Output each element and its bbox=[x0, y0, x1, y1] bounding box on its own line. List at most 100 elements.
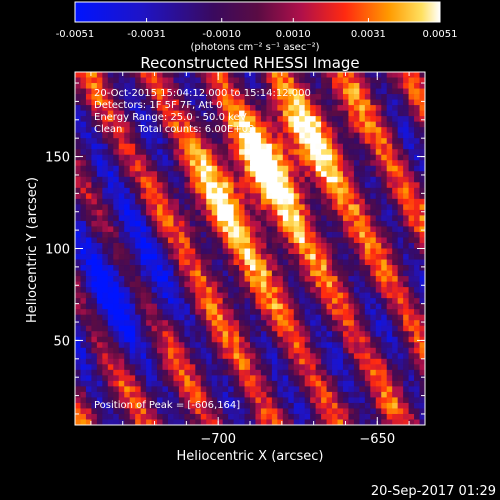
heatmap-cell bbox=[102, 204, 109, 211]
heatmap-cell bbox=[255, 226, 262, 233]
heatmap-cell bbox=[282, 193, 289, 200]
heatmap-cell bbox=[392, 397, 399, 404]
heatmap-cell bbox=[332, 259, 338, 266]
heatmap-cell bbox=[381, 226, 388, 233]
heatmap-cell bbox=[135, 303, 142, 310]
heatmap-cell bbox=[315, 254, 322, 260]
heatmap-cell bbox=[85, 165, 92, 172]
heatmap-cell bbox=[255, 187, 262, 194]
heatmap-cell bbox=[200, 320, 207, 327]
heatmap-cell bbox=[228, 160, 234, 167]
heatmap-cell bbox=[364, 77, 371, 84]
heatmap-cell bbox=[364, 402, 371, 409]
heatmap-cell bbox=[310, 204, 317, 211]
heatmap-cell bbox=[239, 314, 245, 321]
heatmap-cell bbox=[200, 198, 207, 205]
heatmap-cell bbox=[233, 298, 240, 305]
heatmap-cell bbox=[162, 105, 169, 112]
heatmap-cell bbox=[342, 149, 349, 156]
heatmap-cell bbox=[140, 347, 147, 354]
heatmap-cell bbox=[200, 88, 207, 95]
heatmap-cell bbox=[392, 419, 399, 425]
heatmap-cell bbox=[408, 121, 415, 128]
heatmap-cell bbox=[118, 391, 125, 398]
heatmap-cell bbox=[85, 353, 92, 360]
heatmap-cell bbox=[113, 154, 120, 161]
heatmap-cell bbox=[75, 204, 81, 211]
heatmap-cell bbox=[260, 187, 267, 194]
heatmap-cell bbox=[414, 110, 420, 117]
heatmap-cell bbox=[359, 176, 366, 183]
heatmap-cell bbox=[195, 259, 202, 266]
heatmap-cell bbox=[195, 187, 202, 194]
heatmap-cell bbox=[282, 298, 289, 305]
heatmap-cell bbox=[244, 380, 251, 387]
heatmap-cell bbox=[408, 171, 415, 178]
heatmap-cell bbox=[233, 242, 240, 249]
heatmap-cell bbox=[381, 99, 388, 106]
heatmap-cell bbox=[102, 369, 109, 376]
heatmap-cell bbox=[321, 270, 327, 277]
heatmap-cell bbox=[310, 314, 317, 321]
heatmap-cell bbox=[222, 336, 229, 343]
heatmap-cell bbox=[217, 160, 224, 167]
heatmap-cell bbox=[288, 132, 295, 139]
heatmap-cell bbox=[217, 110, 224, 117]
heatmap-cell bbox=[239, 127, 245, 134]
heatmap-cell bbox=[359, 77, 366, 84]
heatmap-cell bbox=[321, 380, 327, 387]
heatmap-cell bbox=[386, 160, 393, 167]
heatmap-cell bbox=[310, 331, 317, 338]
heatmap-cell bbox=[342, 358, 349, 365]
heatmap-cell bbox=[239, 77, 245, 84]
heatmap-cell bbox=[200, 116, 207, 123]
heatmap-cell bbox=[255, 149, 262, 156]
heatmap-cell bbox=[217, 259, 224, 266]
heatmap-cell bbox=[408, 88, 415, 95]
heatmap-cell bbox=[310, 193, 317, 200]
heatmap-cell bbox=[107, 320, 114, 327]
heatmap-cell bbox=[260, 171, 267, 178]
heatmap-cell bbox=[321, 342, 327, 349]
heatmap-cell bbox=[96, 336, 103, 343]
heatmap-cell bbox=[271, 314, 278, 321]
heatmap-cell bbox=[124, 402, 131, 409]
heatmap-cell bbox=[217, 154, 224, 161]
heatmap-cell bbox=[326, 127, 333, 134]
heatmap-cell bbox=[151, 176, 158, 183]
heatmap-cell bbox=[206, 265, 213, 271]
heatmap-cell bbox=[91, 215, 98, 222]
heatmap-cell bbox=[129, 320, 136, 327]
heatmap-cell bbox=[408, 397, 415, 404]
heatmap-cell bbox=[239, 72, 245, 78]
heatmap-cell bbox=[85, 375, 92, 382]
heatmap-cell bbox=[140, 303, 147, 310]
heatmap-cell bbox=[157, 314, 163, 321]
heatmap-cell bbox=[173, 248, 180, 255]
heatmap-cell bbox=[414, 83, 420, 89]
heatmap-cell bbox=[233, 83, 240, 89]
heatmap-cell bbox=[217, 336, 224, 343]
heatmap-cell bbox=[403, 298, 409, 305]
heatmap-cell bbox=[140, 220, 147, 227]
heatmap-cell bbox=[75, 375, 81, 382]
heatmap-cell bbox=[288, 413, 295, 420]
heatmap-cell bbox=[217, 298, 224, 305]
heatmap-cell bbox=[397, 386, 404, 393]
heatmap-cell bbox=[375, 127, 382, 134]
heatmap-cell bbox=[244, 165, 251, 172]
heatmap-cell bbox=[321, 419, 327, 425]
heatmap-cell bbox=[244, 105, 251, 112]
heatmap-cell bbox=[370, 187, 377, 194]
heatmap-cell bbox=[206, 347, 213, 354]
heatmap-cell bbox=[397, 215, 404, 222]
heatmap-cell bbox=[222, 314, 229, 321]
heatmap-cell bbox=[299, 281, 306, 288]
heatmap-cell bbox=[310, 116, 317, 123]
heatmap-cell bbox=[135, 193, 142, 200]
heatmap-cell bbox=[178, 314, 185, 321]
heatmap-cell bbox=[80, 99, 87, 106]
heatmap-cell bbox=[173, 121, 180, 128]
heatmap-cell bbox=[332, 99, 338, 106]
heatmap-cell bbox=[342, 193, 349, 200]
